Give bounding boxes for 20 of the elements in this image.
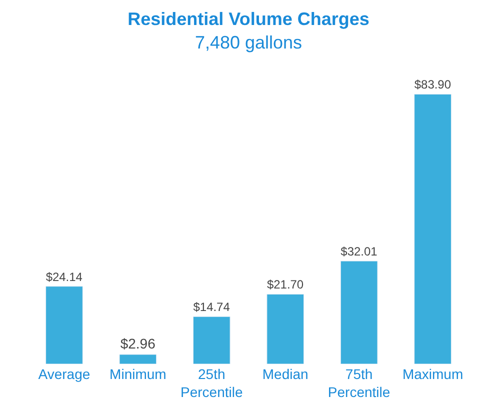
data-label: $14.74 — [193, 300, 230, 314]
chart-title: Residential Volume Charges — [128, 9, 370, 30]
x-tick-label: Average — [38, 366, 90, 382]
x-tick-label: 75th Percentile — [328, 366, 390, 400]
x-tick-label: Median — [262, 366, 308, 382]
data-label: $21.70 — [266, 278, 304, 292]
data-label: $32.01 — [340, 244, 378, 258]
x-tick-label: Minimum — [110, 366, 166, 382]
bar — [414, 94, 452, 364]
bar — [340, 260, 378, 364]
data-label: $83.90 — [414, 78, 452, 92]
chart-subtitle: 7,480 gallons — [194, 32, 302, 53]
bar — [119, 354, 157, 364]
bar — [192, 316, 230, 364]
data-label: $24.14 — [46, 270, 83, 284]
x-tick-label: 25th Percentile — [180, 366, 243, 400]
x-tick-label: Maximum — [402, 366, 464, 382]
data-label: $2.96 — [120, 335, 156, 352]
bar — [266, 294, 304, 364]
bar — [46, 286, 83, 364]
